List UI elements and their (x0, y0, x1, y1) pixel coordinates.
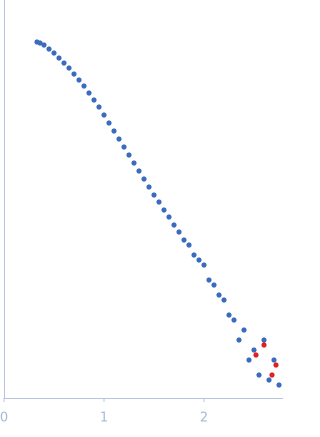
data-point (236, 337, 242, 343)
data-point (266, 377, 272, 383)
data-point (37, 40, 43, 46)
data-point (216, 292, 222, 298)
chart: 0 1 2 (0, 0, 283, 426)
data-point (273, 362, 279, 368)
data-point (181, 237, 187, 243)
data-point (271, 357, 277, 363)
data-point (51, 50, 57, 56)
data-point (71, 71, 77, 77)
data-point (276, 382, 282, 388)
data-point (121, 144, 127, 150)
data-point (151, 192, 157, 198)
data-point (136, 168, 142, 174)
x-tick-label: 1 (100, 411, 108, 426)
data-point (156, 199, 162, 205)
data-point (231, 317, 237, 323)
data-point (96, 104, 102, 110)
data-point (251, 347, 257, 353)
data-point (261, 342, 267, 348)
data-point (46, 46, 52, 52)
data-point (171, 222, 177, 228)
data-point (116, 136, 122, 142)
data-point (206, 277, 212, 283)
data-point (196, 257, 202, 263)
data-point (161, 207, 167, 213)
data-point (166, 214, 172, 220)
data-point (66, 65, 72, 71)
data-point (269, 372, 275, 378)
data-point (81, 83, 87, 89)
data-point (141, 176, 147, 182)
data-point (86, 90, 92, 96)
data-point (111, 128, 117, 134)
data-point (56, 55, 62, 61)
data-point (256, 372, 262, 378)
data-point (221, 297, 227, 303)
data-point (106, 120, 112, 126)
data-point (76, 77, 82, 83)
data-point (186, 242, 192, 248)
data-point (176, 229, 182, 235)
x-tick-label: 0 (0, 411, 8, 426)
data-point (261, 337, 267, 343)
data-point (101, 112, 107, 118)
data-point (191, 252, 197, 258)
data-point (146, 184, 152, 190)
x-tick-label: 2 (200, 411, 208, 426)
data-point (246, 357, 252, 363)
data-point (241, 327, 247, 333)
data-point (201, 262, 207, 268)
data-point (61, 60, 67, 66)
data-point (126, 152, 132, 158)
data-point (253, 352, 259, 358)
data-point (131, 160, 137, 166)
data-point (211, 282, 217, 288)
data-point (41, 42, 47, 48)
data-point (91, 97, 97, 103)
data-point (226, 312, 232, 318)
